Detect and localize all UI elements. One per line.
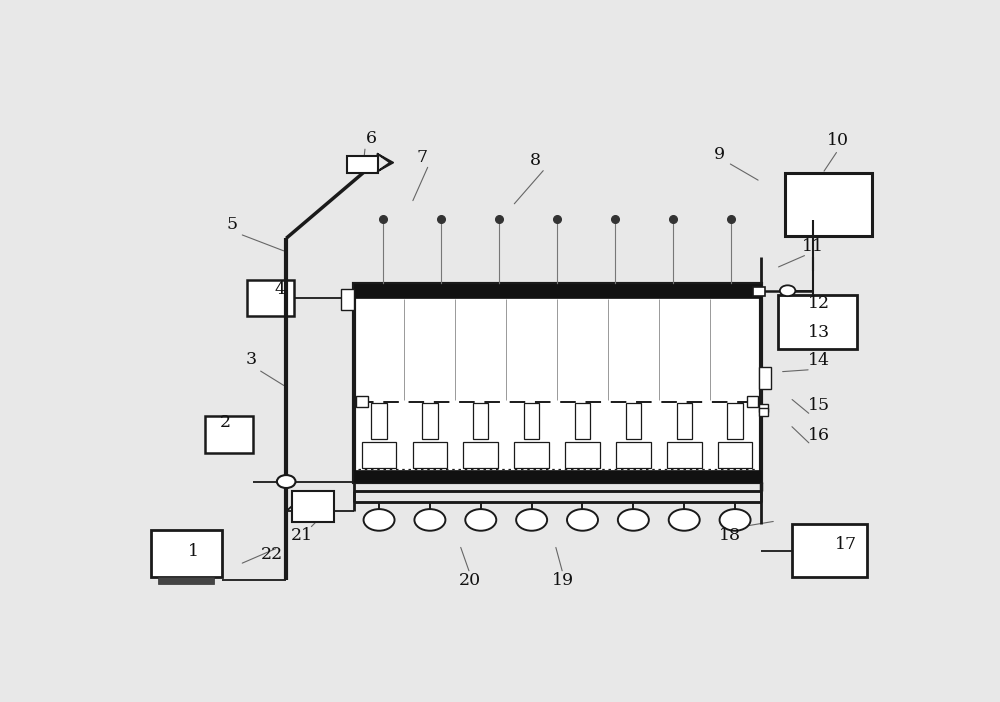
Circle shape (720, 509, 751, 531)
Text: 22: 22 (261, 546, 283, 563)
Bar (371, 403, 387, 439)
Bar (292, 491, 334, 522)
Bar (785, 173, 872, 236)
Bar (341, 289, 354, 310)
Bar (626, 403, 641, 439)
Bar (158, 577, 214, 584)
Text: 8: 8 (530, 152, 541, 169)
Bar (616, 442, 651, 468)
Bar (514, 442, 549, 468)
Bar (667, 442, 702, 468)
Bar (759, 367, 771, 389)
Bar (524, 403, 539, 439)
Text: 6: 6 (366, 130, 377, 147)
Text: 15: 15 (808, 397, 830, 414)
Text: 14: 14 (808, 352, 830, 369)
Text: 9: 9 (714, 146, 725, 163)
Text: 5: 5 (226, 216, 238, 233)
Bar (575, 403, 590, 439)
Text: 16: 16 (808, 427, 830, 444)
Text: 20: 20 (459, 572, 481, 589)
Bar (356, 396, 368, 407)
Text: 2: 2 (220, 413, 231, 430)
Bar (747, 396, 758, 407)
Bar (759, 404, 768, 413)
Circle shape (277, 475, 296, 488)
Bar (354, 284, 761, 482)
Circle shape (780, 285, 795, 296)
Bar (677, 403, 692, 439)
Circle shape (516, 509, 547, 531)
Bar (247, 281, 294, 316)
Bar (151, 529, 222, 577)
Bar (354, 284, 761, 298)
Text: 13: 13 (808, 324, 830, 341)
Bar (347, 156, 378, 173)
Bar (727, 403, 743, 439)
Bar (778, 295, 857, 349)
Text: 12: 12 (808, 295, 830, 312)
Text: 11: 11 (802, 238, 824, 255)
Circle shape (364, 509, 395, 531)
Bar (718, 442, 752, 468)
Bar (354, 470, 761, 482)
Text: 18: 18 (718, 527, 740, 544)
Text: 3: 3 (246, 352, 257, 369)
Circle shape (618, 509, 649, 531)
Circle shape (414, 509, 445, 531)
Circle shape (465, 509, 496, 531)
Text: 1: 1 (188, 543, 199, 560)
Text: 19: 19 (552, 572, 574, 589)
Bar (759, 408, 768, 416)
Text: 17: 17 (835, 536, 857, 553)
Bar (205, 416, 253, 453)
Text: 21: 21 (291, 527, 313, 544)
Bar (362, 442, 396, 468)
Bar (413, 442, 447, 468)
Bar (565, 442, 600, 468)
Bar (422, 403, 438, 439)
Text: 7: 7 (416, 149, 427, 166)
Text: 10: 10 (827, 133, 849, 150)
Circle shape (567, 509, 598, 531)
Bar (753, 288, 765, 296)
Bar (792, 524, 867, 577)
Bar (463, 442, 498, 468)
Circle shape (669, 509, 700, 531)
Text: 4: 4 (274, 281, 286, 298)
Bar (473, 403, 488, 439)
